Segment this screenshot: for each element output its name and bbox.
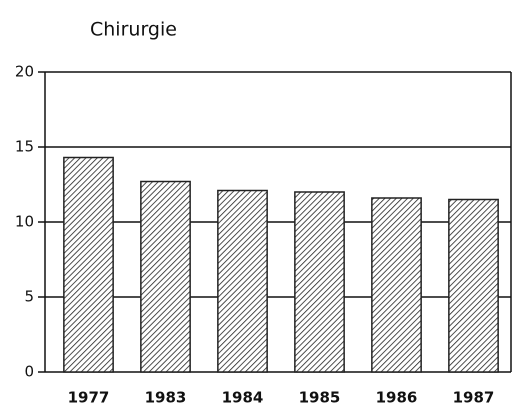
x-tick-label: 1983 [145,389,187,407]
y-tick-label: 10 [15,213,34,231]
bar [140,180,191,373]
y-tick-label: 15 [15,138,34,156]
y-tick-label: 20 [15,63,34,81]
bar [217,189,268,373]
y-tick-label: 5 [24,288,34,306]
x-tick-label: 1987 [453,389,495,407]
x-tick-label: 1986 [376,389,418,407]
x-tick-label: 1984 [222,389,264,407]
x-tick-label: 1985 [299,389,341,407]
bar [294,191,345,373]
chart-title: Chirurgie [90,19,177,41]
y-tick-label: 0 [24,363,34,381]
bar [371,197,422,373]
x-tick-label: 1977 [68,389,110,407]
bar [63,156,114,373]
bar [448,198,499,373]
